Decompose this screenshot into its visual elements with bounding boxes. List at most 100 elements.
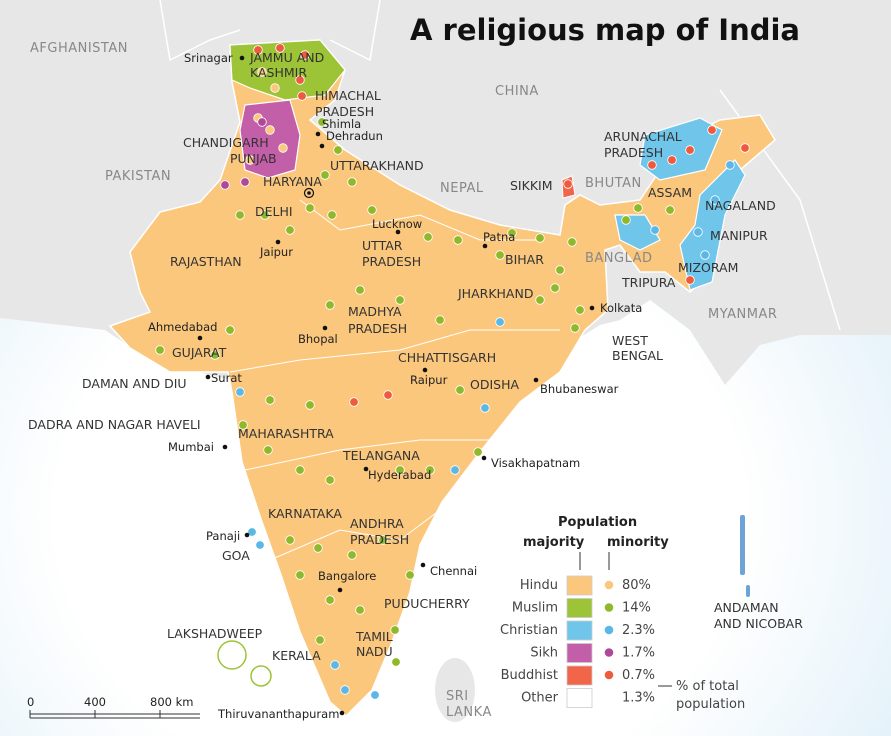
religion-dot [395,295,405,305]
religion-dot [265,125,275,135]
religion-dot [535,295,545,305]
religion-dot [355,605,365,615]
state-label: BIHAR [505,252,544,267]
state-label: NADU [356,644,393,659]
legend-religion: Muslim [512,601,558,616]
country-label: BANGLAD [585,251,653,266]
religion-dot [563,179,573,189]
scale-label: 800 km [150,695,193,709]
religion-dot [275,43,285,53]
country-label: LANKA [446,705,492,720]
city-dot [319,143,325,149]
legend-note: population [676,697,745,712]
religion-dot [235,210,245,220]
city-label: Surat [211,371,242,385]
andaman [740,515,750,597]
religion-dot [210,350,220,360]
state-label: JAMMU AND [249,50,324,65]
religion-dot [270,83,280,93]
religion-dot [575,305,585,315]
religion-dot [507,228,517,238]
religion-dot [425,465,435,475]
legend-note: % of total [676,679,739,694]
island [740,515,745,575]
scale-label: 400 [84,695,106,709]
religion-dot [710,195,720,205]
country-label: MYANMAR [708,307,777,322]
sri-lanka [435,658,475,722]
legend-religion: Other [521,691,559,706]
state-label: CHHATTISGARH [398,350,496,365]
country-label: SRI [446,689,469,704]
city-dot [315,131,321,137]
state-border [244,439,490,471]
legend-share: 1.3% [622,691,655,706]
legend-dot [604,670,614,680]
city-dot [239,55,245,61]
religion-dot [257,67,267,77]
religion-dot [495,317,505,327]
city-label: Lucknow [372,217,422,231]
border [329,0,381,62]
state-label: ARUNACHAL [604,129,682,144]
religion-dot [535,233,545,243]
religion-dot [295,465,305,475]
state-label: DAMAN AND DIU [82,376,187,391]
legend-religion: Christian [500,623,558,638]
state-border [229,329,560,373]
religion-dot [367,205,377,215]
state-label: GOA [222,548,250,563]
religion-dot [740,143,750,153]
state-label: PRADESH [350,532,409,547]
state-label: AND NICOBAR [714,616,803,631]
religion-dot [355,285,365,295]
state-label: PUDUCHERRY [384,596,470,611]
religion-dot [390,625,400,635]
legend-swatch [566,620,593,641]
arunachal [639,117,723,181]
city-label: Patna [483,230,515,244]
state-label: SIKKIM [510,178,553,193]
religion-dot [285,535,295,545]
city-label: Panaji [206,529,240,543]
religion-dot [295,570,305,580]
state-label: HIMACHAL [315,88,381,103]
religion-dot [327,210,337,220]
religion-dot [395,465,405,475]
legend-religion: Sikh [530,646,558,661]
religion-dot [495,250,505,260]
city-dot [205,374,211,380]
state-label: RAJASTHAN [170,254,242,269]
religion-dot [155,345,165,355]
religion-dot [570,323,580,333]
city-label: Srinagar [184,51,233,65]
religion-dot [245,155,255,165]
religion-dot [330,660,340,670]
religion-dot [550,283,560,293]
state-label: LAKSHADWEEP [167,626,263,641]
religion-dot [391,657,401,667]
lakshadweep-ring [217,640,247,670]
legend-swatch [566,643,593,663]
religion-dot [707,125,717,135]
religion-dot [297,91,307,101]
city-dot [222,444,228,450]
religion-dot [333,145,343,155]
state-label: WEST [612,333,648,348]
legend-swatch [566,688,593,708]
state-label: PUNJAB [230,151,277,166]
religion-dot [305,400,315,410]
state-label: NAGALAND [705,198,776,213]
religion-dot [278,143,288,153]
state-label: CHANDIGARH [183,135,269,150]
religion-dot [450,465,460,475]
religion-dot [313,543,323,553]
religion-dot [665,205,675,215]
religion-dot [473,447,483,457]
religion-dot [340,685,350,695]
religion-dot [325,300,335,310]
state-label: ODISHA [470,377,519,392]
country-label: NEPAL [440,181,484,196]
